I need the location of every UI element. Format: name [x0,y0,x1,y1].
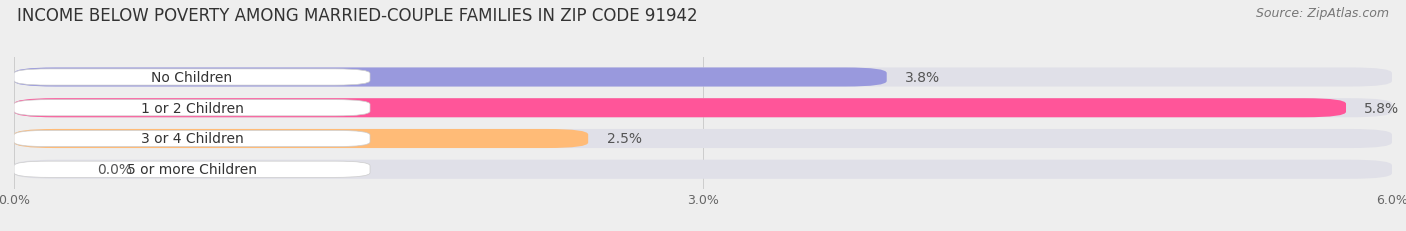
Text: 5.8%: 5.8% [1364,101,1399,115]
FancyBboxPatch shape [14,70,370,86]
Text: 1 or 2 Children: 1 or 2 Children [141,101,243,115]
FancyBboxPatch shape [14,131,370,147]
FancyBboxPatch shape [14,100,370,116]
FancyBboxPatch shape [14,160,1392,179]
Text: 3.8%: 3.8% [905,71,941,85]
Text: 5 or more Children: 5 or more Children [127,163,257,176]
Text: 0.0%: 0.0% [97,163,132,176]
Text: No Children: No Children [152,71,232,85]
FancyBboxPatch shape [14,99,1392,118]
Text: 3 or 4 Children: 3 or 4 Children [141,132,243,146]
Text: Source: ZipAtlas.com: Source: ZipAtlas.com [1256,7,1389,20]
Text: INCOME BELOW POVERTY AMONG MARRIED-COUPLE FAMILIES IN ZIP CODE 91942: INCOME BELOW POVERTY AMONG MARRIED-COUPL… [17,7,697,25]
Text: 2.5%: 2.5% [606,132,641,146]
FancyBboxPatch shape [14,99,1346,118]
FancyBboxPatch shape [14,129,588,148]
FancyBboxPatch shape [14,68,1392,87]
FancyBboxPatch shape [14,161,370,178]
FancyBboxPatch shape [14,129,1392,148]
FancyBboxPatch shape [14,68,887,87]
